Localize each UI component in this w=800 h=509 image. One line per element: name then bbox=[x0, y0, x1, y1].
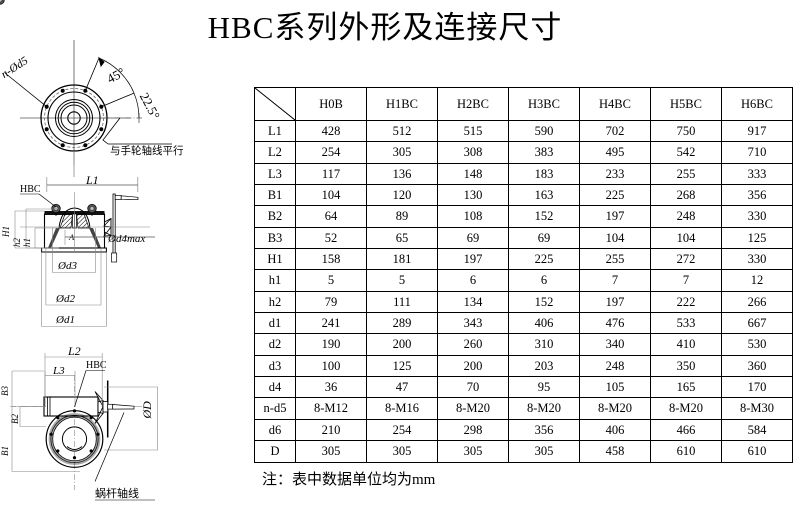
svg-text:B2: B2 bbox=[10, 414, 20, 424]
svg-text:L3: L3 bbox=[52, 365, 65, 377]
svg-text:n-Ød5: n-Ød5 bbox=[0, 55, 31, 81]
svg-text:ØD: ØD bbox=[140, 401, 154, 420]
svg-text:h1: h1 bbox=[22, 238, 32, 247]
svg-text:与手轮轴线平行: 与手轮轴线平行 bbox=[110, 144, 184, 157]
svg-text:Ød1: Ød1 bbox=[55, 314, 75, 326]
svg-text:HBC: HBC bbox=[86, 360, 107, 371]
svg-text:B3: B3 bbox=[0, 386, 10, 396]
svg-text:Ød2: Ød2 bbox=[55, 293, 75, 305]
svg-text:HBC: HBC bbox=[20, 184, 41, 195]
svg-text:h2: h2 bbox=[12, 238, 22, 248]
svg-text:Ød3: Ød3 bbox=[57, 260, 77, 272]
svg-text:22.5°: 22.5° bbox=[137, 90, 163, 122]
svg-text:45°: 45° bbox=[104, 64, 127, 86]
svg-text:Ød4max: Ød4max bbox=[107, 233, 145, 245]
svg-text:B1: B1 bbox=[0, 446, 10, 456]
svg-text:L2: L2 bbox=[67, 344, 81, 358]
svg-text:H1: H1 bbox=[1, 226, 11, 238]
svg-text:蜗杆轴线: 蜗杆轴线 bbox=[95, 486, 139, 500]
svg-text:L1: L1 bbox=[85, 173, 99, 187]
